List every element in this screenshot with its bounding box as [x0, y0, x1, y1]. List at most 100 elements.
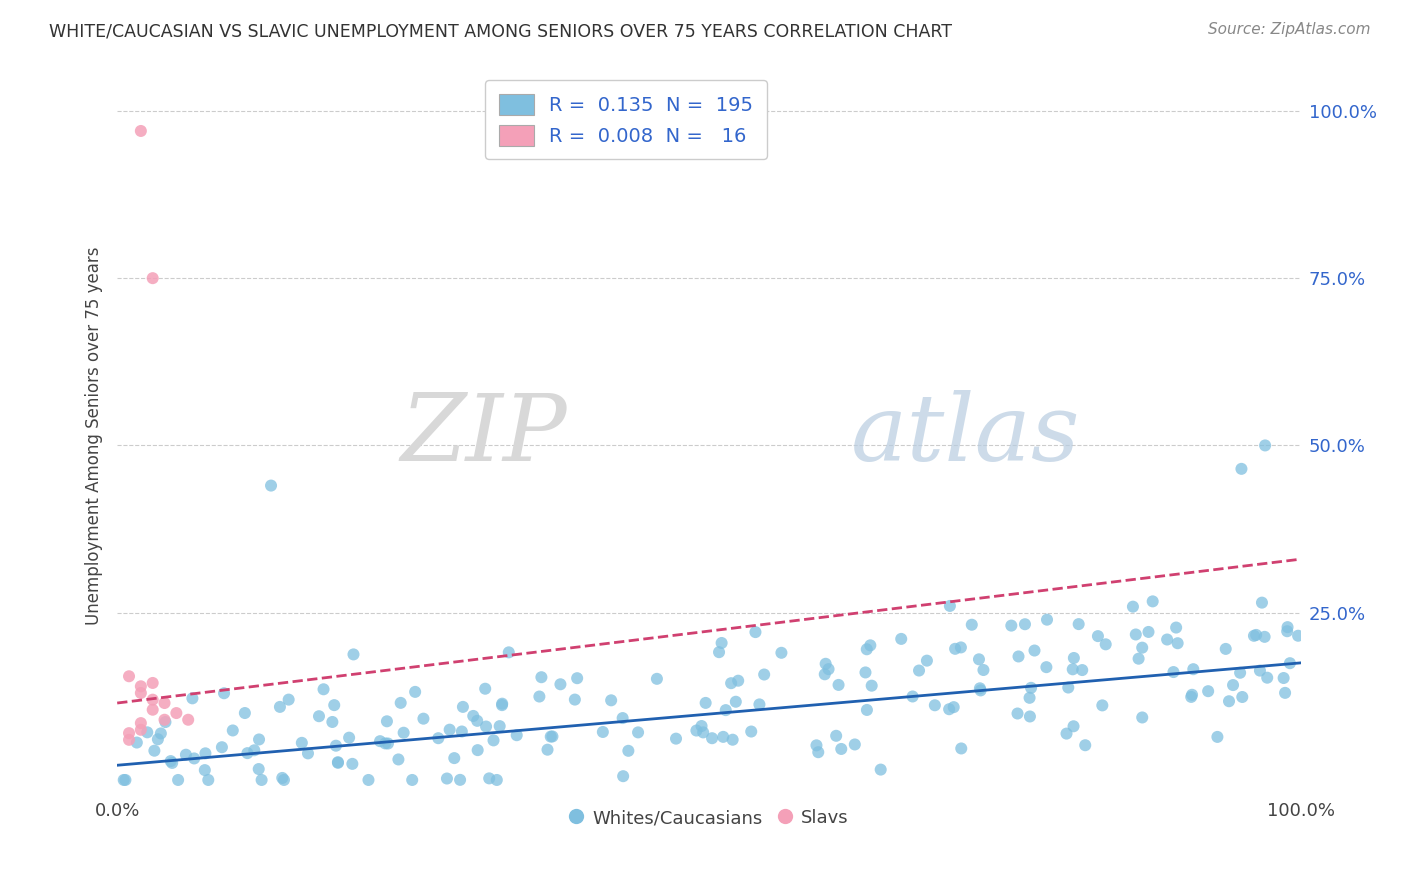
Point [112, 772, 135, 787]
Point [142, 703, 165, 717]
Point [247, 732, 270, 747]
Point [695, 696, 717, 710]
Point [323, 698, 346, 713]
Point [211, 740, 233, 755]
Point [942, 700, 965, 714]
Point [740, 724, 762, 739]
Text: Source: ZipAtlas.com: Source: ZipAtlas.com [1208, 22, 1371, 37]
Point [177, 713, 200, 727]
Point [915, 654, 938, 668]
Point [165, 706, 187, 720]
Point [692, 725, 714, 739]
Point [337, 731, 360, 745]
Point [273, 772, 295, 787]
Point [271, 771, 294, 785]
Point [342, 756, 364, 771]
Point [155, 714, 177, 729]
Point [1130, 640, 1153, 655]
Point [118, 669, 141, 683]
Point [478, 772, 501, 786]
Point [243, 743, 266, 757]
Point [308, 709, 330, 723]
Point [1244, 628, 1267, 642]
Point [222, 723, 245, 738]
Point [401, 772, 423, 787]
Point [389, 696, 412, 710]
Point [451, 699, 474, 714]
Point [1128, 651, 1150, 665]
Point [491, 697, 513, 711]
Point [855, 642, 877, 657]
Point [969, 683, 991, 698]
Point [143, 744, 166, 758]
Point [550, 677, 572, 691]
Point [859, 638, 882, 652]
Point [565, 671, 588, 685]
Point [506, 728, 529, 742]
Point [1222, 678, 1244, 692]
Point [482, 733, 505, 747]
Point [943, 641, 966, 656]
Point [814, 657, 837, 671]
Point [342, 648, 364, 662]
Point [114, 772, 136, 787]
Point [1094, 637, 1116, 651]
Point [427, 731, 450, 746]
Point [1130, 710, 1153, 724]
Point [374, 736, 396, 750]
Point [617, 744, 640, 758]
Point [1137, 624, 1160, 639]
Point [1062, 662, 1084, 676]
Point [465, 714, 488, 728]
Point [1019, 681, 1042, 695]
Point [710, 636, 733, 650]
Point [825, 729, 848, 743]
Point [326, 755, 349, 769]
Point [721, 732, 744, 747]
Point [939, 599, 962, 613]
Point [908, 664, 931, 678]
Point [1063, 719, 1085, 733]
Point [1215, 641, 1237, 656]
Point [806, 739, 828, 753]
Point [1275, 624, 1298, 639]
Point [118, 732, 141, 747]
Point [1182, 662, 1205, 676]
Point [1014, 617, 1036, 632]
Point [817, 662, 839, 676]
Point [627, 725, 650, 739]
Point [645, 672, 668, 686]
Point [924, 698, 946, 713]
Point [297, 747, 319, 761]
Point [1180, 690, 1202, 704]
Point [449, 772, 471, 787]
Point [450, 724, 472, 739]
Point [1122, 599, 1144, 614]
Point [1272, 671, 1295, 685]
Point [720, 676, 742, 690]
Point [727, 673, 749, 688]
Point [1063, 651, 1085, 665]
Point [969, 681, 991, 696]
Point [247, 762, 270, 776]
Point [1007, 706, 1029, 721]
Point [960, 617, 983, 632]
Point [1218, 694, 1240, 708]
Point [1035, 660, 1057, 674]
Point [1277, 620, 1299, 634]
Point [183, 751, 205, 765]
Point [1254, 438, 1277, 452]
Text: ZIP: ZIP [401, 391, 567, 481]
Point [1091, 698, 1114, 713]
Point [592, 725, 614, 739]
Point [467, 743, 489, 757]
Point [136, 725, 159, 739]
Point [142, 676, 165, 690]
Point [1087, 629, 1109, 643]
Point [357, 772, 380, 787]
Point [665, 731, 688, 746]
Point [475, 719, 498, 733]
Point [485, 772, 508, 787]
Point [1181, 688, 1204, 702]
Point [142, 271, 165, 285]
